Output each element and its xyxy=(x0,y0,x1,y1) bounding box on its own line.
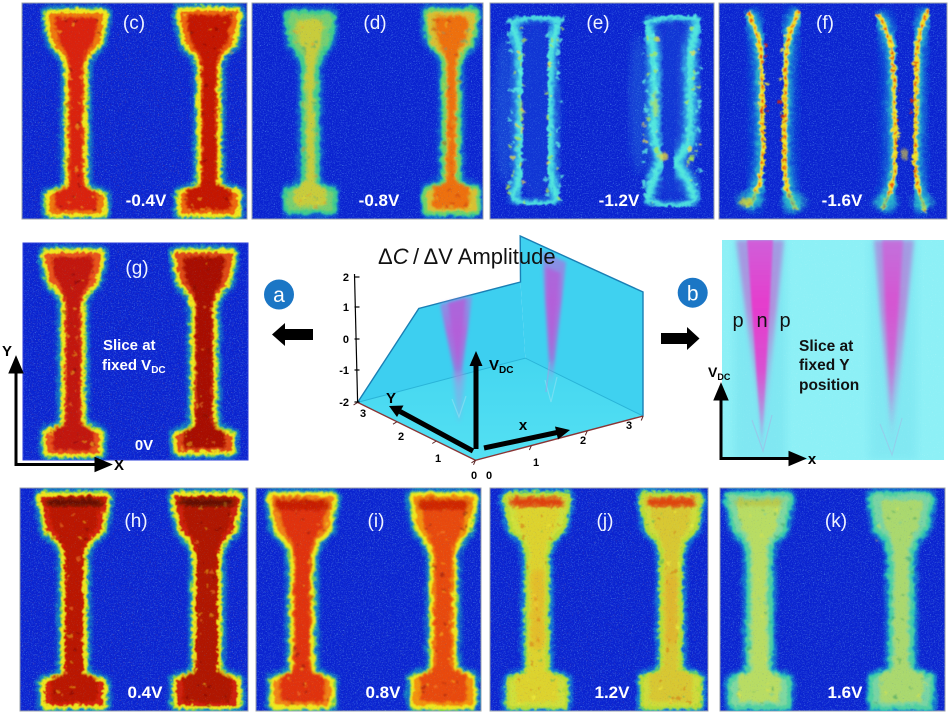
svg-text:1: 1 xyxy=(435,453,441,465)
svg-text:-1.2V: -1.2V xyxy=(599,191,640,210)
svg-text:2: 2 xyxy=(343,272,349,284)
svg-text:-0.4V: -0.4V xyxy=(126,191,167,210)
svg-text:Y: Y xyxy=(2,343,12,360)
svg-text:3: 3 xyxy=(360,408,366,420)
svg-text:(j): (j) xyxy=(597,511,614,532)
svg-text:Slice at: Slice at xyxy=(103,337,156,354)
svg-text:a: a xyxy=(273,284,285,307)
svg-text:(c): (c) xyxy=(123,13,145,34)
svg-text:position: position xyxy=(799,377,859,394)
svg-text:x: x xyxy=(808,451,817,468)
svg-text:n: n xyxy=(756,310,767,332)
svg-text:0.4V: 0.4V xyxy=(128,683,164,702)
svg-text:2: 2 xyxy=(580,435,586,447)
svg-text:X: X xyxy=(114,457,124,474)
svg-text:1: 1 xyxy=(343,302,349,314)
svg-text:0: 0 xyxy=(471,470,477,482)
svg-text:(f): (f) xyxy=(816,13,834,34)
svg-text:0.8V: 0.8V xyxy=(366,683,402,702)
svg-text:(k): (k) xyxy=(825,511,847,532)
svg-text:1: 1 xyxy=(533,457,539,469)
svg-text:(g): (g) xyxy=(125,258,148,279)
svg-text:p: p xyxy=(779,310,790,332)
svg-text:3: 3 xyxy=(626,420,632,432)
svg-text:-1.6V: -1.6V xyxy=(822,191,863,210)
svg-text:fixed Y: fixed Y xyxy=(799,357,850,374)
svg-text:p: p xyxy=(732,310,743,332)
svg-text:Slice at: Slice at xyxy=(799,338,853,355)
svg-text:x: x xyxy=(519,417,528,434)
svg-text:(e): (e) xyxy=(586,13,609,34)
svg-text:b: b xyxy=(687,283,699,306)
svg-text:(d): (d) xyxy=(363,13,386,34)
svg-text:(h): (h) xyxy=(124,511,147,532)
svg-text:0V: 0V xyxy=(135,437,153,454)
svg-text:-2: -2 xyxy=(339,397,349,409)
svg-text:fixed VDC: fixed VDC xyxy=(102,357,166,376)
svg-text:2: 2 xyxy=(398,431,404,443)
svg-text:0: 0 xyxy=(343,334,349,346)
svg-text:Y: Y xyxy=(386,390,396,407)
svg-text:-1: -1 xyxy=(339,365,349,377)
svg-text:-0.8V: -0.8V xyxy=(359,191,400,210)
svg-text:1.2V: 1.2V xyxy=(595,683,631,702)
svg-text:1.6V: 1.6V xyxy=(828,683,864,702)
svg-text:ΔC / ΔV Amplitude: ΔC / ΔV Amplitude xyxy=(378,244,556,269)
svg-text:(i): (i) xyxy=(368,511,385,532)
svg-text:0: 0 xyxy=(486,470,492,482)
